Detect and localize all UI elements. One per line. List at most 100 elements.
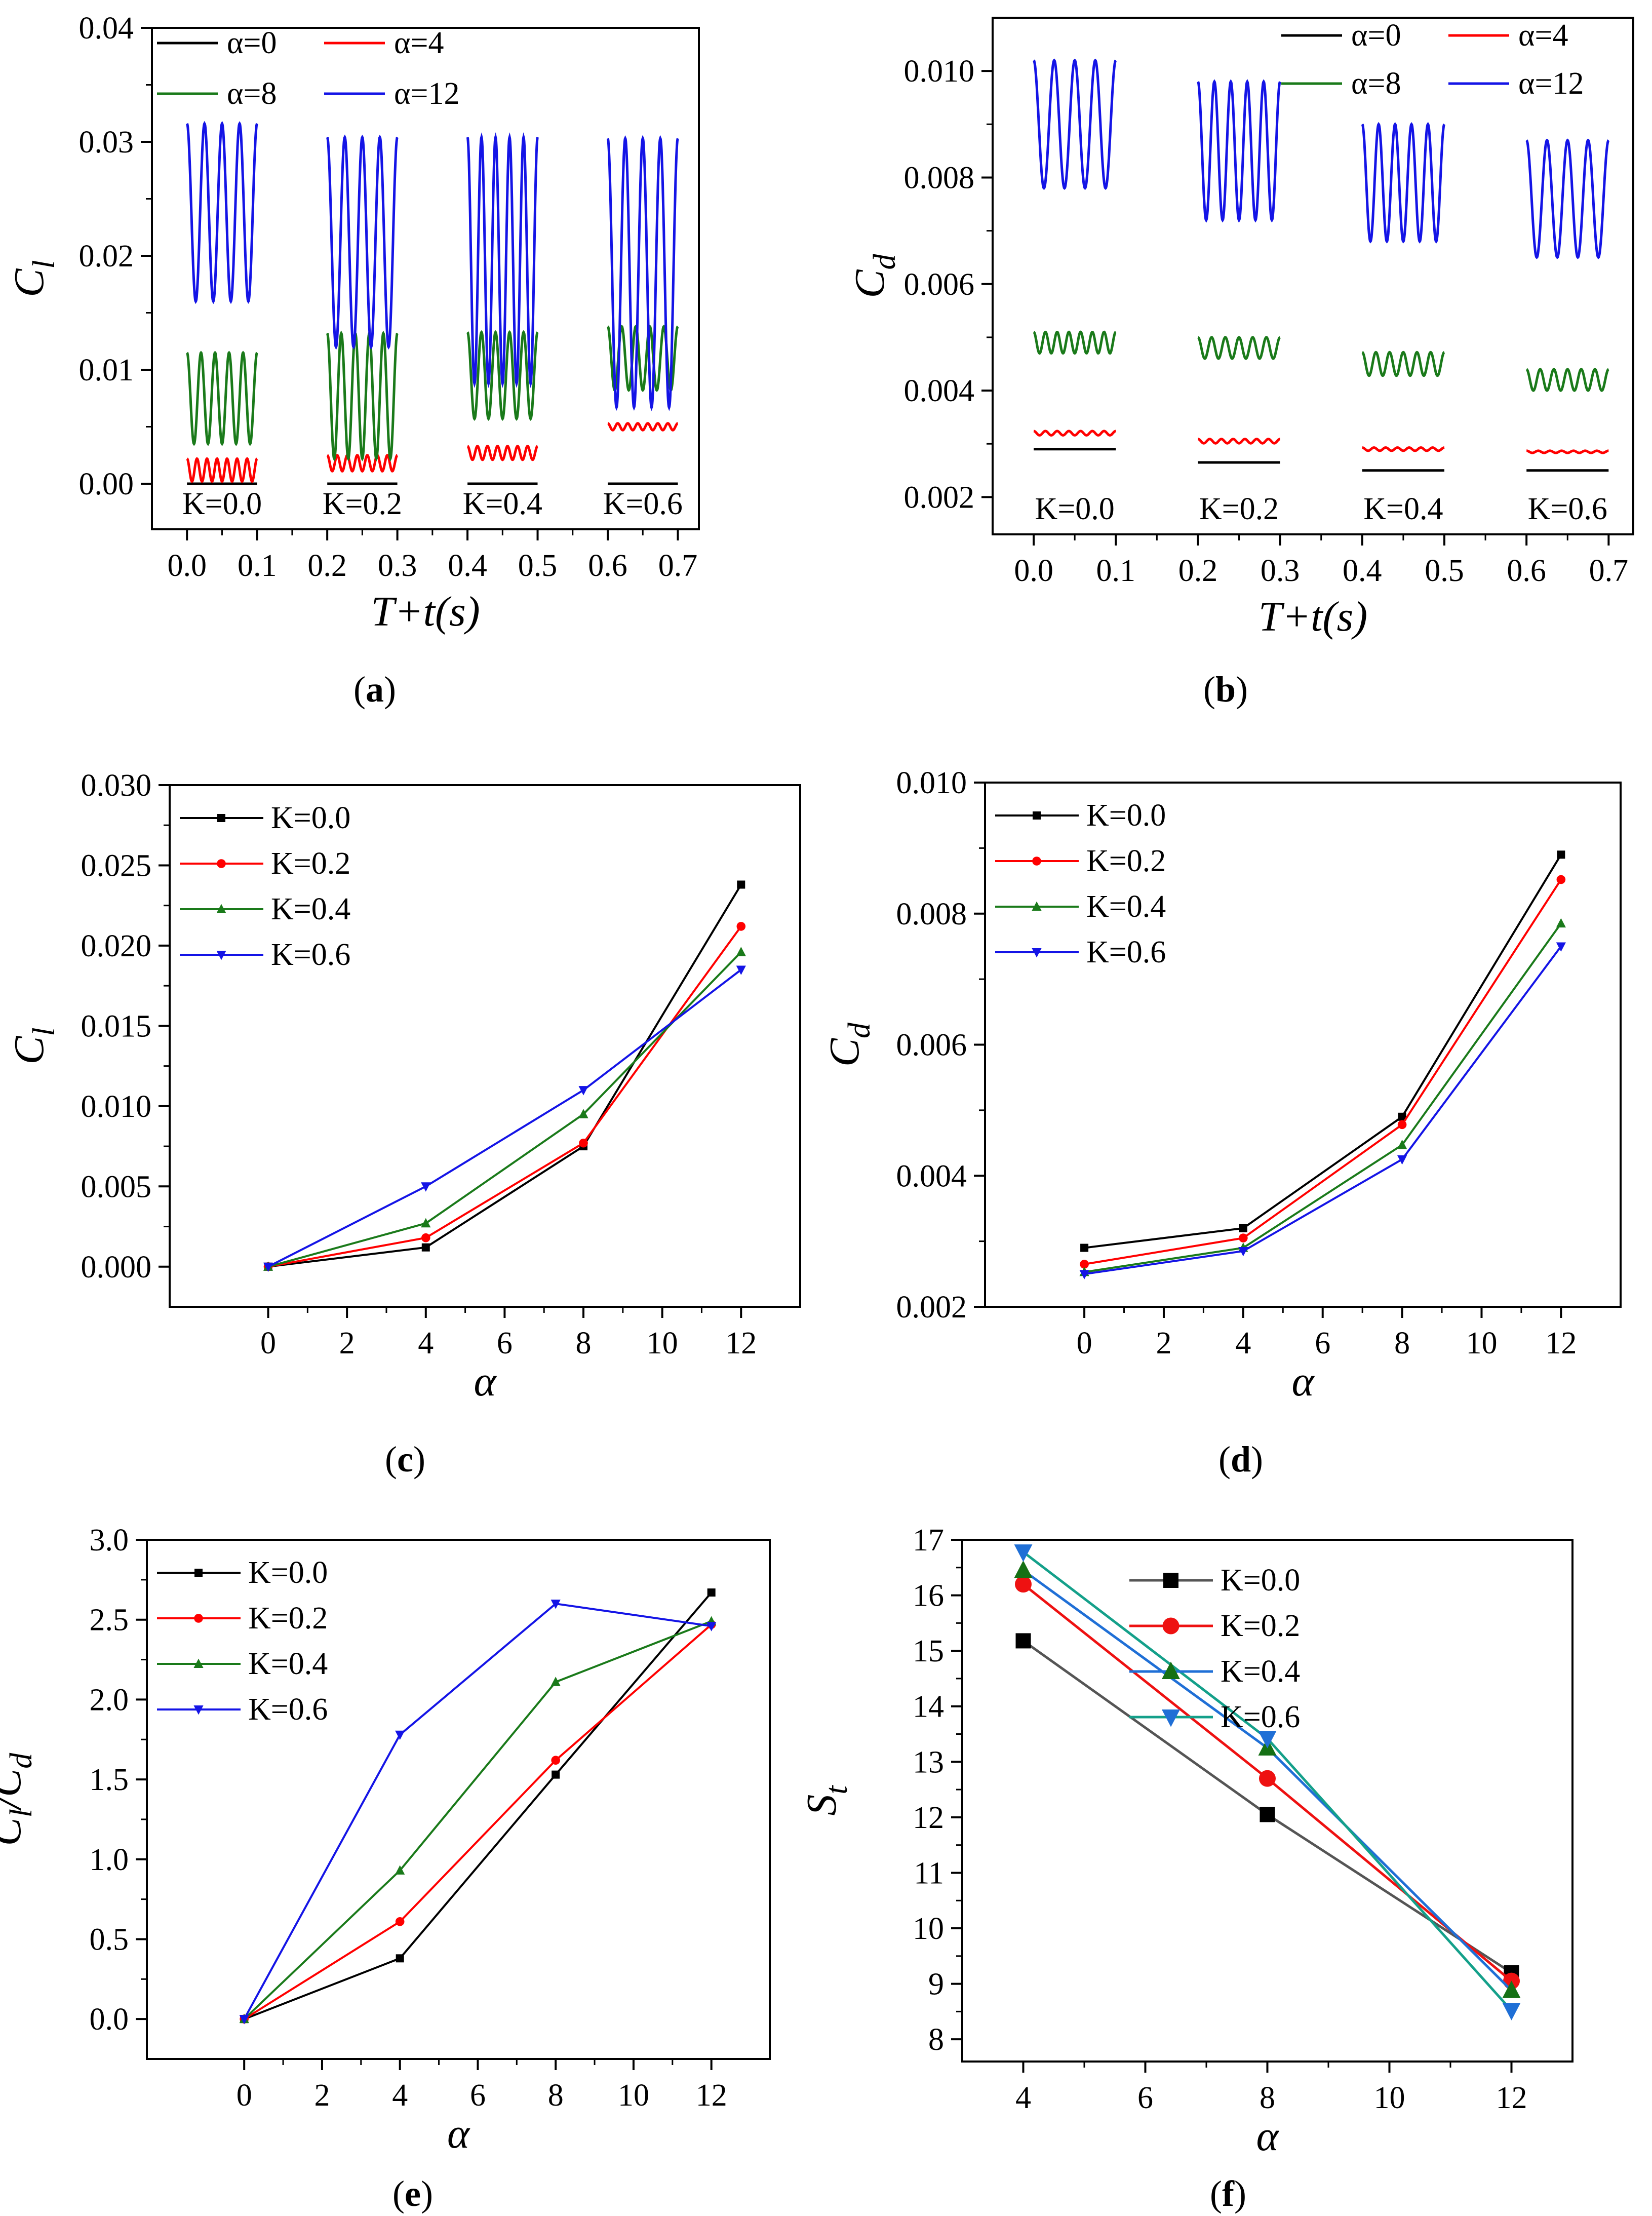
x-tick-label: 10 xyxy=(1374,2081,1405,2115)
k-label: K=0.4 xyxy=(1363,492,1443,526)
x-tick-label: 0.2 xyxy=(307,549,347,583)
legend-label: K=0.2 xyxy=(271,846,350,881)
legend: K=0.0 K=0.2 K=0.4 K=0.6 xyxy=(180,801,350,972)
series-line xyxy=(244,1623,713,2020)
segment-K=0.6: K=0.6 xyxy=(603,135,683,521)
caption-open: ( xyxy=(392,2173,405,2214)
legend-label: α=8 xyxy=(227,76,277,111)
x-axis-label: T+t(s) xyxy=(1258,593,1367,640)
y-tick-label: 0.006 xyxy=(896,1028,967,1063)
y-tick-label: 0.006 xyxy=(904,267,975,302)
panel-f: 4 6 8 10 12 8 9 10 11 12 13 14 15 16 17 K=0.0 K=0.2 K=0.4… xyxy=(798,1523,1574,2214)
x-tick-label: 0.4 xyxy=(1343,554,1382,588)
caption-letter: c xyxy=(397,1439,413,1480)
k-label: K=0.2 xyxy=(1199,492,1279,526)
series-line xyxy=(268,884,742,1268)
k-label: K=0.4 xyxy=(463,487,542,521)
x-tick-label: 6 xyxy=(497,1326,513,1360)
marker-triangle-up xyxy=(1032,901,1042,911)
marker-square xyxy=(396,1954,404,1963)
x-tick-label: 8 xyxy=(548,2078,564,2113)
legend-label: K=0.4 xyxy=(1221,1654,1300,1689)
x-tick-label: 0.3 xyxy=(1261,554,1300,588)
y-tick-label: 16 xyxy=(913,1579,944,1613)
y-tick-label: 0.0 xyxy=(90,2002,129,2037)
y-tick-label: 1.0 xyxy=(90,1843,129,1877)
x-tick-label: 0.1 xyxy=(238,549,277,583)
series-line xyxy=(1084,946,1562,1275)
marker-square xyxy=(217,814,225,822)
legend-label: K=0.0 xyxy=(1086,798,1166,833)
plot-frame xyxy=(984,782,1622,1308)
y-tick-label: 2.5 xyxy=(90,1603,129,1638)
series-line xyxy=(1022,1640,1512,1974)
legend-label: α=12 xyxy=(394,76,459,111)
y-tick-label: 1.5 xyxy=(90,1763,129,1797)
y-axis-label: St xyxy=(798,1785,854,1816)
y-axis-label: Cl xyxy=(6,260,61,297)
marker-triangle-down xyxy=(1014,1544,1033,1562)
marker-triangle-up xyxy=(421,1218,431,1228)
y-label-subscript: l xyxy=(4,1809,38,1817)
caption-letter: a xyxy=(366,669,384,710)
marker-triangle-up xyxy=(1162,1661,1180,1679)
y-tick-label: 0.030 xyxy=(81,768,152,803)
y-label-main: S xyxy=(798,1795,845,1816)
y-tick-label: 0.004 xyxy=(896,1159,967,1193)
marker-triangle-down xyxy=(421,1182,431,1192)
series-line-α=4 xyxy=(1033,430,1116,437)
x-tick-label: 0.0 xyxy=(167,549,207,583)
series-K=0.0 xyxy=(1080,850,1565,1252)
caption-letter: d xyxy=(1231,1439,1251,1480)
caption-open: ( xyxy=(353,669,366,710)
series-line-α=12 xyxy=(1361,122,1446,244)
y-tick-label: 17 xyxy=(913,1523,944,1558)
panel-caption: (a) xyxy=(353,669,396,710)
marker-triangle-up xyxy=(1397,1140,1407,1149)
series-line-α=12 xyxy=(466,132,539,388)
series-line-α=12 xyxy=(186,121,258,304)
y-label-subscript: l xyxy=(27,1027,61,1036)
segment-K=0.4: K=0.4 xyxy=(1361,122,1446,526)
y-tick-label: 0.01 xyxy=(79,353,134,387)
k-label: K=0.6 xyxy=(603,487,683,521)
panel-b: 0.0 0.1 0.2 0.3 0.4 0.5 0.6 0.7 0.002 0.004 0.006 0… xyxy=(846,17,1634,710)
y-tick-label: 10 xyxy=(913,1912,944,1946)
y-label-main-2: C xyxy=(0,1768,30,1797)
series-line-α=8 xyxy=(1197,336,1281,360)
series-line-α=12 xyxy=(1525,138,1610,259)
marker-triangle-down xyxy=(1258,1731,1277,1748)
panel-c: 0 2 4 6 8 10 12 0.000 0.005 0.010 0.015 0.020 0.025 0… xyxy=(6,768,801,1480)
x-tick-label: 6 xyxy=(1315,1326,1330,1360)
x-tick-label: 4 xyxy=(392,2078,408,2113)
plot-frame xyxy=(992,17,1634,535)
marker-square xyxy=(1239,1224,1247,1232)
series-line-α=12 xyxy=(1033,58,1117,190)
x-tick-label: 6 xyxy=(1137,2081,1153,2115)
marker-triangle-up xyxy=(736,947,746,956)
x-tick-label: 0.7 xyxy=(658,549,698,583)
marker-circle xyxy=(421,1233,430,1242)
x-axis-label: α xyxy=(1256,2113,1279,2160)
y-tick-label: 0.010 xyxy=(896,766,967,800)
series-line xyxy=(1084,923,1562,1273)
x-tick-label: 0.5 xyxy=(518,549,558,583)
legend-label: K=0.0 xyxy=(1221,1563,1300,1598)
marker-triangle-down xyxy=(239,2015,249,2025)
y-tick-label: 0.5 xyxy=(90,1922,129,1957)
panel-caption: (e) xyxy=(392,2173,433,2214)
series-line-α=8 xyxy=(1361,351,1445,377)
x-tick-label: 4 xyxy=(418,1326,434,1360)
x-tick-label: 8 xyxy=(1260,2081,1275,2115)
marker-square xyxy=(1015,1633,1031,1649)
series-line-α=8 xyxy=(1033,330,1117,355)
marker-circle xyxy=(395,1917,405,1926)
panel-d: 0 2 4 6 8 10 120.0020.0040.0060.0080.010K=0.0K… xyxy=(821,766,1622,1480)
series-line xyxy=(267,951,742,1268)
legend-label: K=0.2 xyxy=(248,1601,328,1636)
y-tick-label: 0.020 xyxy=(81,929,152,963)
marker-square xyxy=(1163,1573,1178,1588)
marker-circle xyxy=(1239,1233,1248,1242)
k-label: K=0.0 xyxy=(1035,492,1115,526)
marker-circle xyxy=(1080,1260,1089,1269)
